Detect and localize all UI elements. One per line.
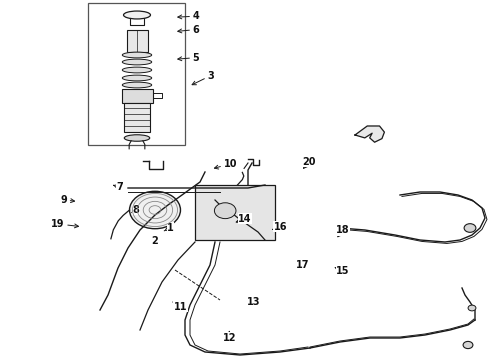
Polygon shape (355, 126, 384, 142)
Bar (127, 30, 148, 52)
Text: 10: 10 (215, 159, 237, 169)
Circle shape (468, 305, 476, 311)
Circle shape (129, 191, 180, 229)
Text: 15: 15 (335, 266, 350, 276)
Text: 16: 16 (273, 222, 287, 232)
Bar (124, 103, 150, 132)
Text: 14: 14 (236, 214, 252, 224)
Text: 5: 5 (178, 53, 199, 63)
Text: 11: 11 (173, 302, 187, 312)
Text: 6: 6 (178, 24, 199, 35)
Ellipse shape (124, 135, 150, 141)
Ellipse shape (122, 52, 152, 58)
Circle shape (215, 203, 236, 219)
Text: 18: 18 (336, 225, 350, 237)
Text: 9: 9 (60, 195, 74, 205)
Text: 7: 7 (113, 182, 123, 192)
Bar (88, 3, 185, 145)
Text: 4: 4 (178, 11, 199, 21)
Text: 20: 20 (302, 157, 316, 168)
Text: 8: 8 (132, 204, 140, 215)
Text: 1: 1 (164, 222, 174, 233)
Text: 19: 19 (51, 219, 78, 229)
Bar (195, 185, 275, 240)
Text: 3: 3 (192, 71, 214, 85)
Text: 13: 13 (247, 297, 261, 307)
Ellipse shape (122, 75, 152, 81)
Text: 17: 17 (296, 260, 310, 270)
Text: 2: 2 (151, 236, 158, 246)
Ellipse shape (123, 11, 150, 19)
Circle shape (463, 341, 473, 348)
Ellipse shape (122, 67, 152, 73)
Ellipse shape (122, 82, 152, 88)
Ellipse shape (122, 59, 152, 65)
Bar (122, 89, 153, 103)
Circle shape (464, 224, 476, 232)
Text: 12: 12 (222, 332, 236, 343)
